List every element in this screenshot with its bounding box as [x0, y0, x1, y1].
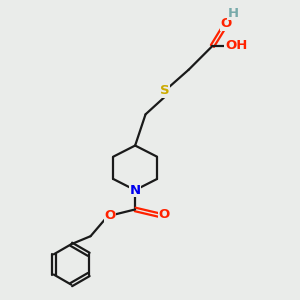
Text: O: O: [158, 208, 169, 221]
Text: OH: OH: [225, 40, 248, 52]
Text: O: O: [104, 209, 116, 222]
Text: H: H: [228, 7, 239, 20]
Text: N: N: [130, 184, 141, 196]
Text: O: O: [220, 17, 231, 30]
Text: S: S: [160, 84, 170, 97]
